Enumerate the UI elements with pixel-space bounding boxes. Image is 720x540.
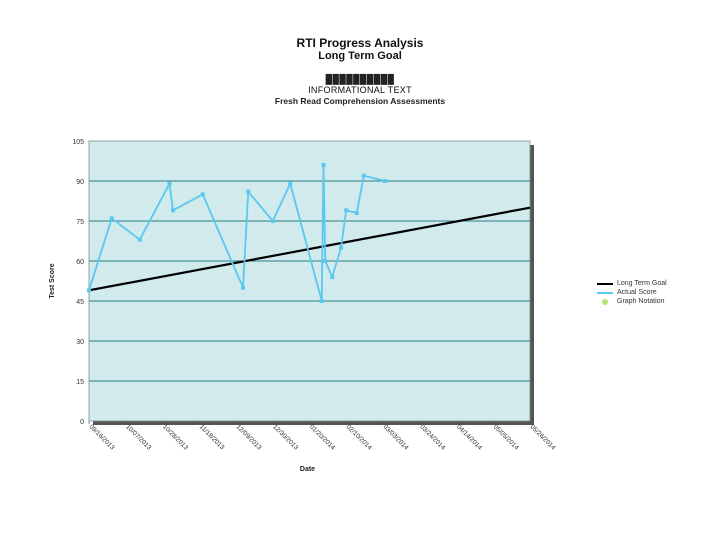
actual-score-point (241, 285, 245, 290)
assessment-label: Fresh Read Comprehension Assessments (274, 96, 446, 106)
actual-score-point (87, 288, 91, 293)
x-tick-label: 11/18/2013 (198, 423, 226, 451)
x-tick-label: 02/10/2014 (345, 423, 373, 451)
x-tick-label: 03/24/2014 (418, 423, 446, 451)
x-tick-label: 05/05/2014 (492, 423, 520, 451)
actual-score-point (330, 275, 335, 279)
actual-score-point (167, 181, 172, 186)
actual-score-point (171, 208, 175, 213)
actual-score-point (288, 181, 293, 186)
chart-header: RTI Progress Analysis Long Term Goal ███… (160, 36, 560, 107)
student-name-obscured: ██████████ (325, 74, 395, 84)
x-tick-label: 09/16/2013 (88, 423, 116, 451)
actual-score-point (339, 245, 343, 250)
category-label: INFORMATIONAL TEXT (308, 85, 412, 95)
y-tick-label: 105 (72, 139, 84, 146)
legend-goal-swatch (597, 282, 613, 285)
goal-line (88, 206, 531, 292)
x-tick-label: 12/30/2013 (271, 423, 299, 451)
actual-score-point (361, 173, 366, 178)
y-tick-label: 30 (76, 339, 84, 346)
actual-score-point (323, 259, 328, 263)
actual-score-point (137, 237, 142, 242)
chart-subtitle: Long Term Goal (318, 50, 402, 62)
actual-score-point (246, 189, 251, 194)
x-tick-label: 10/07/2013 (124, 423, 152, 451)
actual-score-point (270, 219, 275, 223)
legend-item-notation: Graph Notation (597, 297, 667, 306)
legend-actual-swatch (597, 291, 613, 294)
actual-score-point (321, 163, 326, 167)
x-tick-label: 12/09/2013 (235, 423, 263, 451)
plot-area (88, 140, 531, 422)
legend-item-goal: Long Term Goal (597, 279, 667, 288)
actual-score-point (200, 192, 205, 197)
legend-actual-label: Actual Score (617, 289, 657, 296)
legend-notation-label: Graph Notation (617, 298, 665, 305)
x-tick-label: 05/26/2014 (529, 423, 557, 451)
actual-score-point (382, 179, 387, 183)
legend-item-actual: Actual Score (597, 288, 667, 297)
x-axis-title: Date (300, 466, 315, 473)
chart-title: RTI Progress Analysis (296, 36, 424, 50)
y-tick-label: 60 (76, 259, 84, 266)
actual-score-point (109, 216, 114, 221)
actual-score-point (344, 208, 349, 213)
y-tick-label: 45 (76, 299, 84, 306)
actual-score-point (354, 211, 359, 215)
y-tick-label: 75 (76, 219, 84, 226)
actual-score-point (319, 299, 324, 303)
chart-legend: Long Term Goal Actual Score Graph Notati… (597, 279, 667, 306)
legend-notation-dot (602, 298, 608, 305)
y-tick-label: 15 (76, 379, 84, 386)
x-tick-label: 03/03/2014 (382, 423, 410, 451)
x-tick-label: 01/20/2014 (308, 423, 336, 451)
x-tick-label: 10/28/2013 (161, 423, 189, 451)
y-tick-label: 90 (76, 179, 84, 186)
x-tick-label: 04/14/2014 (455, 423, 483, 451)
y-axis-title: Test Score (49, 263, 56, 298)
y-tick-label: 0 (80, 419, 84, 426)
legend-goal-label: Long Term Goal (617, 280, 667, 287)
